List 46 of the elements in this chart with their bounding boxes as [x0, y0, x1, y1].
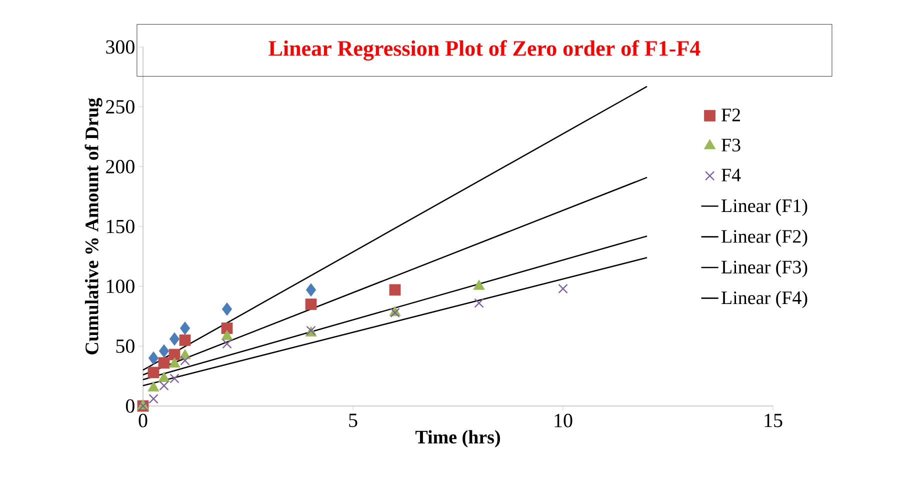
- x-axis-title: Time (hrs): [415, 430, 500, 448]
- point: [180, 322, 190, 335]
- y-tick-label: 100: [106, 280, 134, 294]
- y-tick-label: 200: [106, 160, 134, 174]
- y-axis-title: Cumulative % Amount of Drug: [84, 98, 102, 354]
- point: [169, 332, 180, 346]
- point: [221, 322, 233, 334]
- legend-label: Linear (F2): [722, 230, 808, 247]
- x-tick-label: 10: [554, 414, 572, 428]
- point: [148, 351, 159, 365]
- chart-title: Linear Regression Plot of Zero order of F1-F4: [268, 40, 700, 61]
- legend-label: F3: [722, 138, 740, 152]
- y-tick-label: 250: [106, 100, 134, 114]
- legend-label: F2: [722, 108, 740, 122]
- point: [180, 356, 190, 366]
- point: [159, 380, 169, 390]
- point: [305, 298, 317, 310]
- legend-label: F4: [722, 168, 741, 182]
- point: [148, 394, 158, 404]
- point: [158, 372, 170, 382]
- point: [168, 348, 180, 360]
- legend-label: Linear (F3): [722, 260, 808, 278]
- point: [148, 366, 160, 378]
- point: [158, 344, 170, 358]
- x-tick-label: 5: [349, 414, 358, 428]
- point: [170, 374, 180, 384]
- point: [558, 284, 568, 294]
- point: [179, 334, 191, 346]
- x-tick-label: 15: [764, 414, 782, 428]
- legend-label: Linear (F4): [722, 290, 808, 308]
- legend-label: Linear (F1): [722, 198, 808, 216]
- y-tick-label: 150: [106, 220, 134, 234]
- y-tick-label: 50: [116, 339, 134, 353]
- y-tick-label: 0: [126, 399, 134, 413]
- point: [473, 280, 485, 290]
- point: [222, 302, 232, 316]
- y-tick-label: 300: [106, 40, 134, 54]
- x-tick-label: 0: [138, 414, 148, 428]
- point: [474, 298, 484, 308]
- point: [168, 357, 180, 368]
- point: [389, 284, 401, 296]
- point: [306, 283, 316, 297]
- point: [148, 381, 160, 392]
- point: [222, 338, 232, 349]
- point: [221, 330, 233, 340]
- point: [158, 357, 170, 369]
